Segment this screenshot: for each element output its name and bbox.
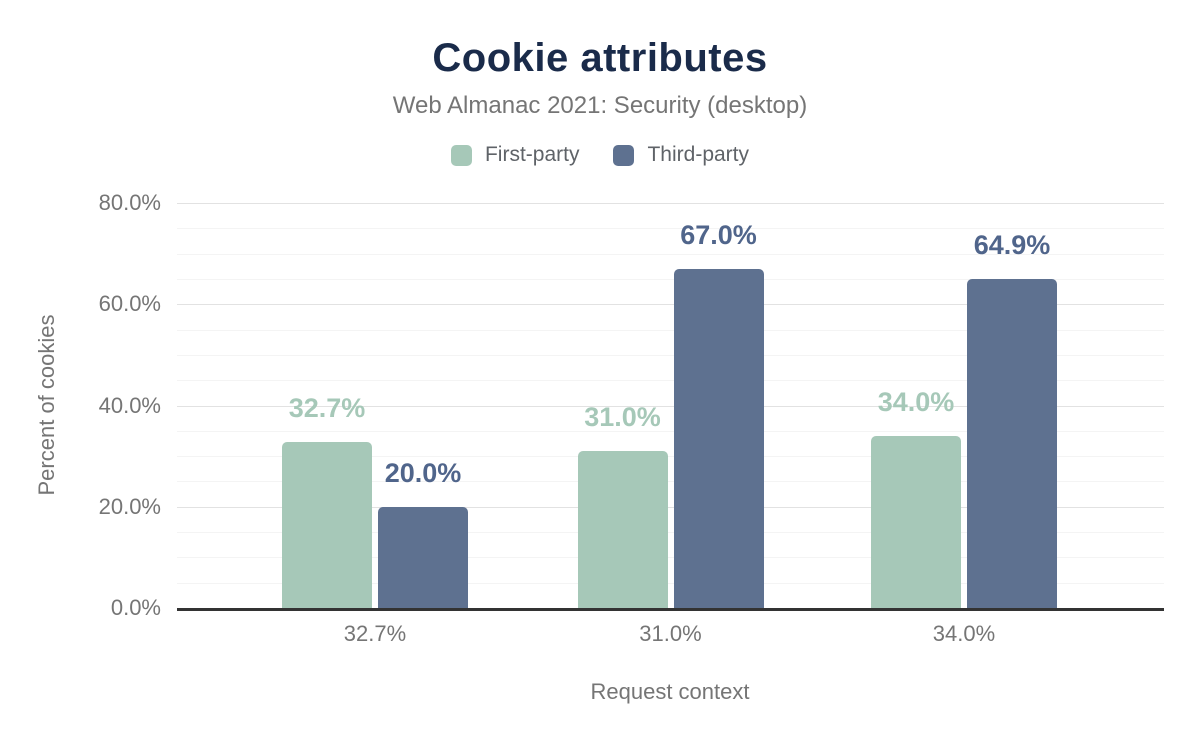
third-party-swatch-icon — [613, 144, 635, 166]
chart-title: Cookie attributes — [432, 36, 768, 80]
y-tick-label: 60.0% — [98, 291, 161, 317]
x-axis-title: Request context — [590, 679, 750, 704]
gridline-minor — [177, 278, 1164, 280]
y-axis-title: Percent of cookies — [34, 314, 59, 496]
x-tick-label: 31.0% — [639, 621, 702, 646]
gridline-major — [177, 405, 1164, 407]
chart-subtitle: Web Almanac 2021: Security (desktop) — [392, 92, 808, 119]
bar-first-party[interactable]: 32.7% — [282, 395, 372, 608]
value-label: 31.0% — [584, 402, 661, 433]
plot-area: 0.0% 20.0% 40.0% 60.0% 80.0% 32.7% 20.0% 32.7% 3… — [99, 191, 1164, 646]
value-label: 64.9% — [973, 230, 1051, 261]
legend-label-first-party: First-party — [484, 143, 580, 166]
gridline-minor — [177, 532, 1164, 534]
gridline-minor — [177, 329, 1164, 331]
value-label: 20.0% — [384, 457, 462, 488]
bar-third-party[interactable]: 20.0% — [378, 459, 468, 608]
first-party-swatch-icon — [450, 144, 472, 166]
gridline-minor — [177, 253, 1164, 255]
gridline-major — [177, 304, 1164, 306]
y-tick-label: 0.0% — [110, 595, 161, 620]
bar-group: 34.0% 64.9% — [871, 232, 1057, 608]
gridline-minor — [177, 380, 1164, 382]
gridline-minor — [177, 582, 1164, 584]
gridline-major — [177, 203, 1164, 204]
gridline-minor — [177, 430, 1164, 432]
gridline-minor — [177, 354, 1164, 356]
value-label: 32.7% — [288, 393, 366, 424]
value-label: 67.0% — [680, 219, 757, 250]
y-tick-label: 40.0% — [98, 392, 161, 418]
legend-label-third-party: Third-party — [647, 143, 750, 166]
gridline-minor — [177, 228, 1164, 230]
bar-first-party[interactable]: 31.0% — [577, 404, 668, 608]
bar-group: 31.0% 67.0% — [577, 221, 764, 608]
legend-item-first-party[interactable]: First-party — [450, 143, 580, 167]
gridline-minor — [177, 557, 1164, 559]
gridline-minor — [177, 456, 1164, 458]
bar-first-party[interactable]: 34.0% — [871, 388, 961, 608]
x-tick-label: 34.0% — [932, 621, 996, 646]
x-tick-label: 32.7% — [343, 621, 407, 646]
bar-third-party[interactable]: 67.0% — [673, 221, 764, 608]
legend-item-third-party[interactable]: Third-party — [613, 143, 749, 167]
y-tick-label: 20.0% — [98, 493, 161, 519]
gridline-major — [177, 506, 1164, 508]
legend: First-party Third-party — [0, 143, 1200, 167]
gridline-minor — [177, 481, 1164, 483]
bar-third-party[interactable]: 64.9% — [967, 232, 1057, 608]
y-tick-label: 80.0% — [98, 190, 161, 215]
bar-group: 32.7% 20.0% — [282, 395, 468, 608]
value-label: 34.0% — [877, 386, 955, 417]
